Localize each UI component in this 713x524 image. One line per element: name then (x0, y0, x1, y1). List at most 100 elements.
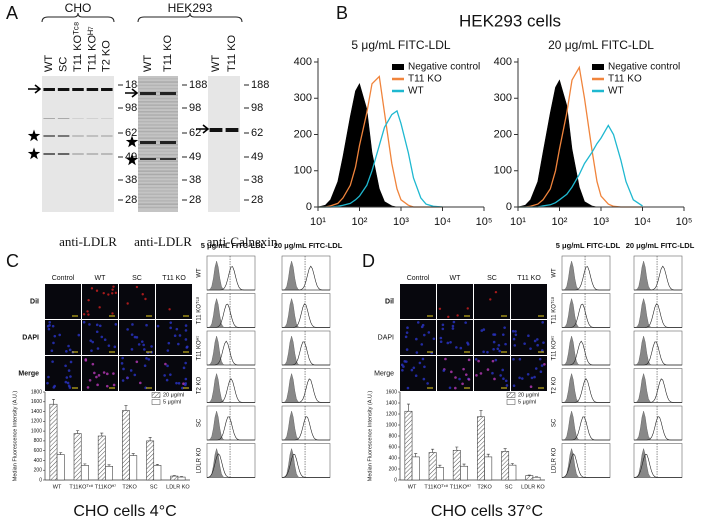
merge-signal (121, 379, 125, 382)
group-label: HEK293 (168, 1, 213, 15)
cell-signal (456, 314, 459, 317)
merge-signal (400, 363, 404, 367)
group-label: CHO (65, 1, 92, 15)
merge-signal (401, 369, 404, 372)
error-bar (100, 432, 104, 436)
y-tick-label: 100 (294, 165, 312, 177)
marker-label: 98 (189, 102, 201, 114)
marker-label: 38 (189, 174, 201, 186)
nucleus (503, 326, 506, 329)
x-tick-label: LDLR KO (166, 484, 190, 490)
merge-signal (412, 366, 416, 370)
merge-signal (539, 370, 543, 374)
y-tick-label: 600 (389, 444, 398, 450)
merge-signal (169, 373, 172, 376)
merge-signal (464, 373, 468, 376)
blot-smear (138, 111, 178, 113)
merge-signal (91, 362, 95, 366)
legend-label: T11 KO (408, 74, 442, 85)
merge-signal (181, 386, 184, 390)
cell-signal (111, 292, 114, 295)
nucleus (514, 330, 517, 333)
y-tick-label: 1600 (31, 399, 42, 405)
flow-sample (282, 378, 330, 403)
error-bar (131, 453, 135, 456)
merge-signal (68, 386, 72, 389)
column-header: SC (487, 275, 497, 282)
nucleus (53, 334, 57, 338)
flow-sample (207, 266, 255, 291)
nucleus (496, 347, 500, 351)
band (86, 88, 99, 91)
panel-letter: A (6, 3, 18, 23)
bar (146, 440, 155, 481)
flow-row-label: T11 KOᴴ⁷ (196, 336, 203, 361)
merge-signal (540, 364, 544, 367)
flow-sample (282, 341, 330, 366)
blot-smear (138, 84, 178, 87)
merge-signal (410, 368, 414, 372)
blot (42, 76, 114, 212)
merge-signal (86, 386, 90, 389)
flow-sample (207, 340, 255, 366)
x-tick-label: T11KOᵀᶜ⁸ (69, 483, 93, 490)
nucleus (512, 337, 516, 341)
x-tick-label: 10² (352, 216, 368, 228)
arrow (28, 84, 42, 94)
cell-signal (107, 293, 110, 296)
blot-smear (138, 114, 178, 116)
blot-smear (138, 147, 178, 149)
nucleus (130, 333, 134, 336)
error-bar (51, 399, 55, 405)
merge-signal (166, 364, 169, 368)
merge-signal (422, 377, 426, 381)
blot-caption: anti-Calnexin (207, 234, 278, 249)
nucleus (432, 337, 436, 341)
legend-label: Negative control (608, 62, 680, 73)
nucleus (169, 321, 173, 324)
cell-signal (494, 290, 498, 294)
nucleus (441, 327, 445, 331)
flow-sample (634, 265, 682, 291)
nucleus (455, 346, 458, 349)
bar (404, 410, 413, 481)
nucleus (175, 327, 179, 331)
marker-label: 98 (125, 102, 137, 114)
band (72, 153, 84, 155)
nucleus (90, 349, 93, 352)
cell-signal (111, 312, 114, 315)
merge-signal (47, 375, 50, 379)
nucleus (173, 334, 177, 338)
blot-smear (138, 186, 178, 189)
merge-signal (105, 372, 109, 376)
y-tick-label: 400 (389, 455, 398, 461)
error-bar (406, 403, 410, 412)
marker-label: 28 (125, 194, 137, 206)
blot-smear (138, 180, 178, 182)
chart-title: 5 μg/mL FITC-LDL (351, 38, 450, 52)
x-tick-label: 10³ (393, 216, 409, 228)
nucleus (441, 323, 445, 327)
lane-label: SC (58, 57, 70, 72)
row-label: DAPI (22, 334, 39, 341)
marker-label: 49 (189, 151, 201, 163)
bar (508, 464, 517, 481)
error-bar (486, 453, 490, 457)
nucleus (137, 343, 141, 346)
merge-signal (102, 371, 106, 374)
flow-sample (633, 454, 682, 478)
blot-smear (138, 177, 178, 179)
merge-signal (163, 374, 166, 377)
merge-signal (538, 357, 542, 361)
band (43, 135, 55, 137)
cell-signal (111, 288, 114, 291)
blot-smear (138, 200, 178, 202)
blot-smear (138, 127, 178, 129)
x-tick-label: 10¹ (510, 216, 526, 228)
cell-signal (126, 302, 129, 305)
blot-smear (138, 134, 178, 136)
band (101, 88, 113, 91)
row-label: DiI (30, 298, 39, 305)
flow-sample (282, 303, 330, 328)
merge-signal (184, 361, 187, 365)
